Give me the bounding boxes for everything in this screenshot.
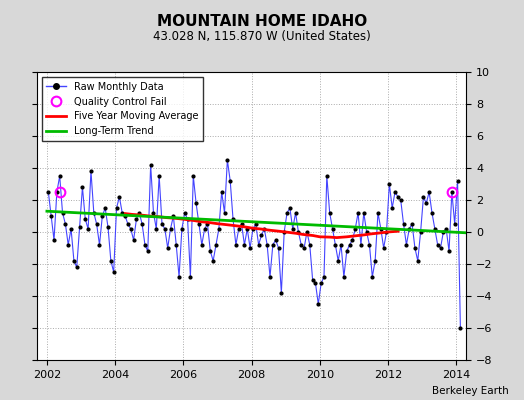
Text: MOUNTAIN HOME IDAHO: MOUNTAIN HOME IDAHO — [157, 14, 367, 29]
Text: Berkeley Earth: Berkeley Earth — [432, 386, 508, 396]
Text: 43.028 N, 115.870 W (United States): 43.028 N, 115.870 W (United States) — [153, 30, 371, 43]
Legend: Raw Monthly Data, Quality Control Fail, Five Year Moving Average, Long-Term Tren: Raw Monthly Data, Quality Control Fail, … — [41, 77, 203, 141]
